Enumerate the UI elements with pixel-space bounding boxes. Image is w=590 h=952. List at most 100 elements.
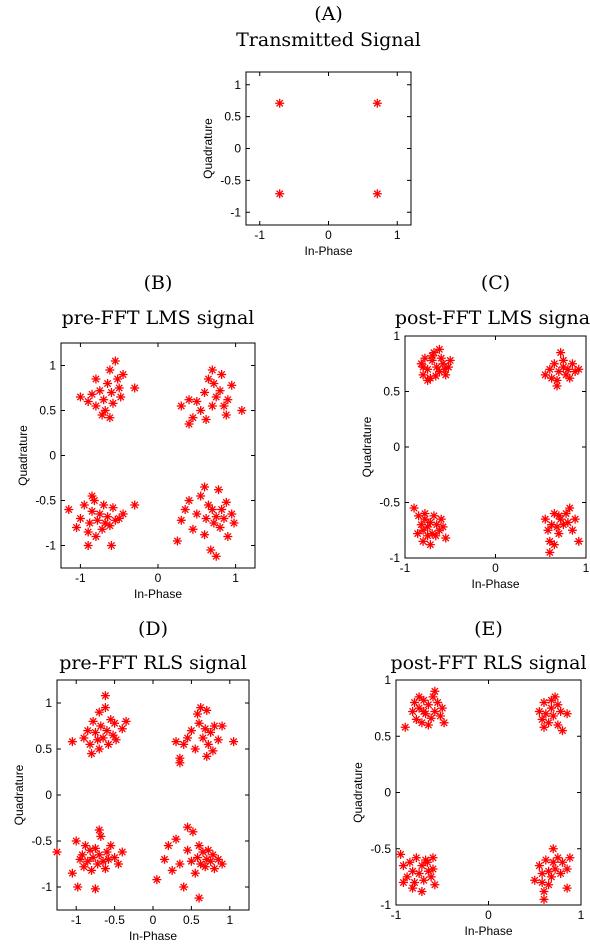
plot-frame: [245, 71, 412, 226]
data-point: [414, 869, 424, 878]
data-point: [91, 374, 101, 384]
data-point: [430, 707, 440, 716]
data-point: [202, 751, 212, 761]
data-point: [206, 727, 216, 737]
data-point: [88, 853, 98, 863]
data-point: [419, 875, 429, 885]
data-point: [100, 703, 110, 713]
data-point: [52, 847, 62, 857]
data-point: [184, 419, 194, 429]
data-point: [396, 849, 406, 859]
x-axis-label: In-Phase: [134, 587, 182, 601]
data-point: [215, 386, 225, 396]
y-tick-label: 1: [234, 78, 241, 92]
data-point: [405, 857, 415, 867]
data-point: [183, 845, 193, 855]
data-point: [552, 381, 562, 391]
data-point: [553, 700, 563, 710]
data-point: [90, 884, 100, 894]
x-tick-label: -1: [71, 913, 82, 927]
data-point: [102, 847, 112, 857]
data-point: [426, 872, 436, 882]
data-point: [229, 518, 239, 528]
data-point: [541, 709, 551, 719]
data-point: [418, 370, 428, 380]
data-point: [179, 882, 189, 892]
data-point: [426, 713, 436, 723]
data-point: [94, 707, 104, 717]
data-point: [543, 525, 553, 535]
data-point: [209, 379, 219, 388]
data-point: [83, 527, 93, 537]
data-point: [103, 512, 113, 522]
data-point: [208, 746, 218, 756]
data-point: [88, 716, 98, 726]
data-point: [103, 379, 113, 388]
data-point: [414, 703, 424, 713]
data-point: [175, 859, 185, 869]
data-point: [196, 406, 206, 415]
data-point: [545, 364, 555, 374]
data-point: [200, 482, 210, 492]
data-point: [202, 705, 212, 715]
data-point: [563, 517, 573, 527]
data-point: [186, 726, 196, 736]
data-point: [219, 514, 229, 523]
data-point: [203, 739, 213, 749]
y-tick-label: 0.5: [35, 742, 52, 756]
data-point: [207, 505, 217, 514]
x-tick-label: -1: [391, 908, 402, 922]
data-point: [275, 189, 285, 199]
data-point: [176, 401, 186, 411]
data-point: [539, 698, 549, 707]
data-point: [417, 718, 427, 728]
panel-letter: (B): [144, 272, 173, 294]
data-point: [105, 413, 115, 423]
data-point: [556, 869, 566, 878]
data-point: [217, 505, 227, 514]
data-point: [118, 370, 128, 379]
data-point: [108, 503, 118, 513]
data-point: [207, 365, 217, 375]
data-point: [97, 524, 107, 534]
data-point: [188, 827, 198, 837]
data-point: [110, 718, 120, 728]
panel-a: (A) Transmitted Signal -1 0 1 1 0.5 0 -0.5 -1 In-P…: [201, 3, 421, 258]
data-point: [193, 709, 203, 719]
data-point: [130, 500, 140, 510]
panel-b: (B) pre-FFT LMS signal -1 0 1 1 0.5 0 -0.5 -1 In-P…: [16, 272, 256, 601]
data-point: [417, 887, 427, 896]
x-tick-label: -1: [254, 228, 265, 242]
data-point: [558, 355, 568, 365]
data-point: [99, 500, 109, 510]
x-tick-label: 1: [583, 561, 590, 575]
data-point: [100, 864, 110, 874]
data-point: [172, 536, 182, 546]
data-point: [188, 413, 198, 423]
data-point: [87, 389, 97, 399]
data-point: [85, 739, 95, 749]
data-point: [167, 865, 177, 875]
x-tick-label: 1: [394, 228, 401, 242]
data-point: [171, 737, 181, 747]
panel-title: post-FFT LMS signal: [395, 307, 590, 329]
data-point: [203, 374, 213, 384]
data-point: [227, 509, 237, 519]
data-point: [409, 503, 419, 513]
data-point: [179, 739, 189, 749]
data-point: [545, 536, 555, 546]
data-point: [558, 857, 567, 867]
y-axis-label: Quadrature: [360, 416, 374, 477]
data-point: [130, 383, 140, 393]
panel-letter: (E): [474, 618, 503, 640]
x-tick-label: -1: [400, 561, 411, 575]
data-point: [105, 521, 115, 531]
y-tick-label: -0.5: [370, 842, 391, 856]
data-point: [193, 853, 203, 863]
data-point: [428, 864, 438, 874]
data-point: [561, 509, 571, 519]
y-tick-label: 0.5: [383, 385, 400, 399]
data-point: [96, 721, 106, 731]
data-point: [206, 545, 216, 555]
data-point: [99, 395, 109, 405]
